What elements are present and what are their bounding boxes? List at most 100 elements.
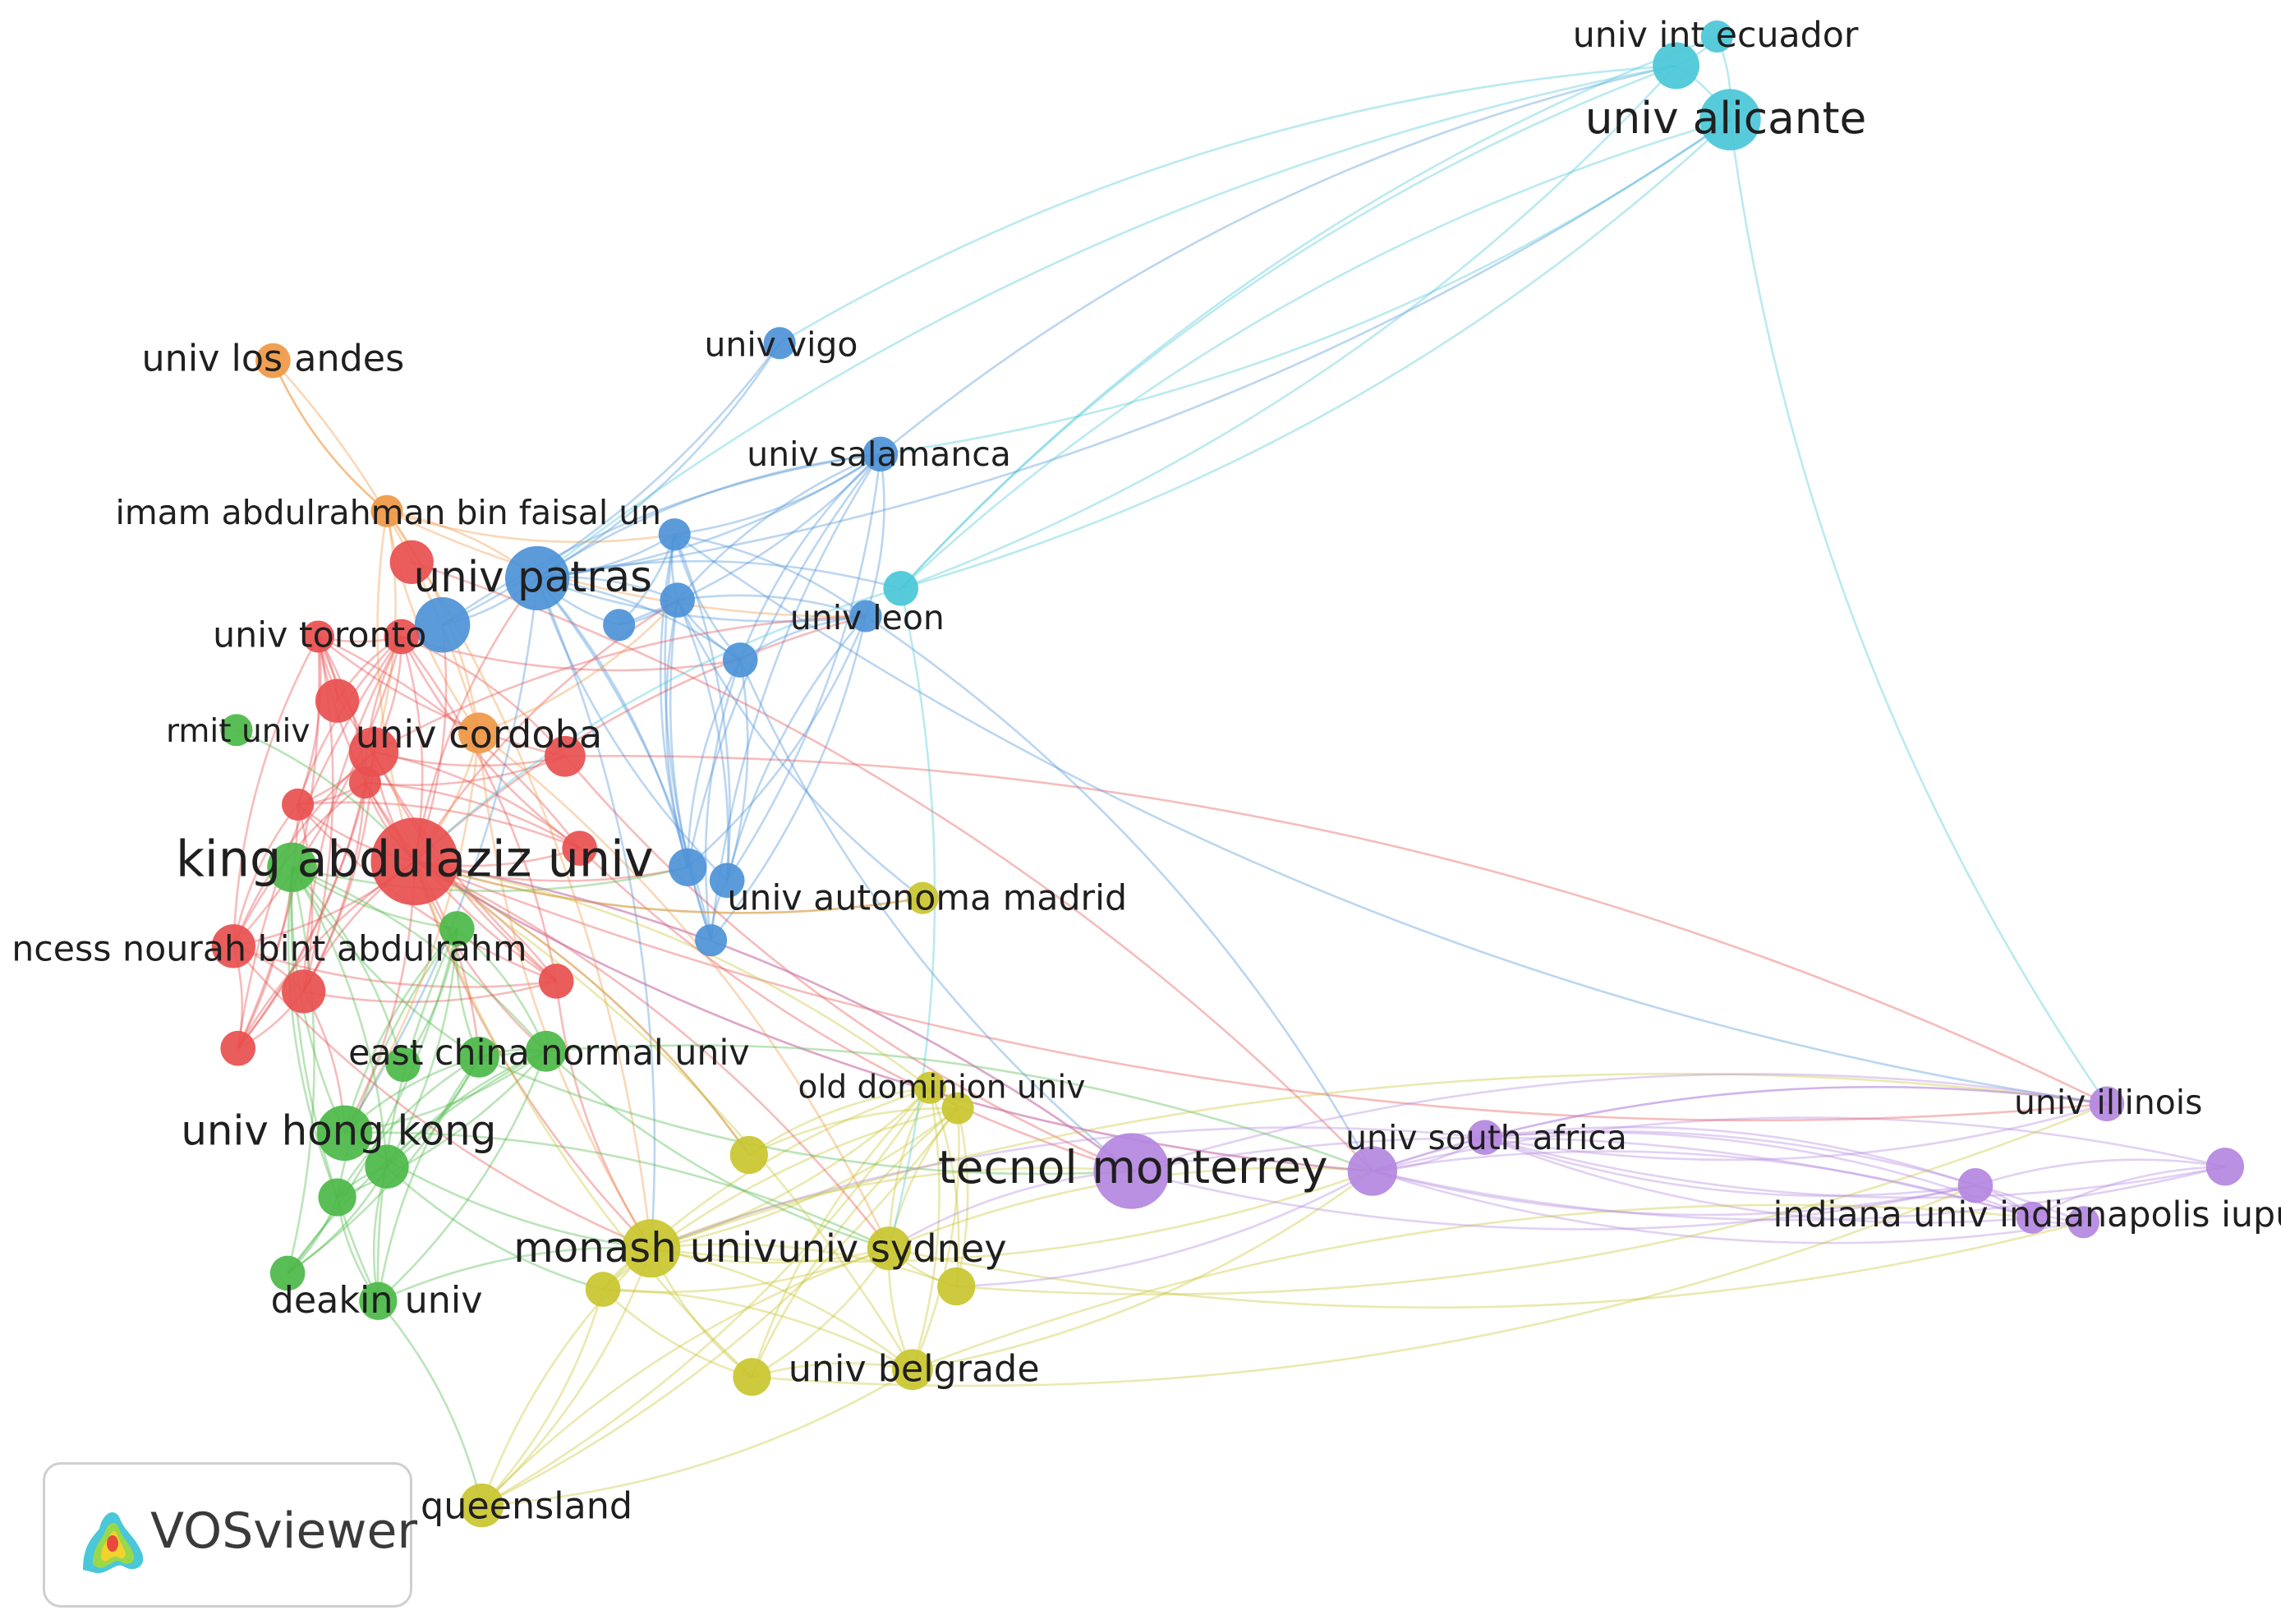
- network-link: [888, 588, 936, 1249]
- network-node[interactable]: [458, 712, 499, 754]
- network-node[interactable]: [255, 343, 291, 379]
- network-node[interactable]: [505, 545, 570, 610]
- network-node[interactable]: [385, 1047, 421, 1083]
- network-node[interactable]: [316, 1105, 373, 1162]
- network-node[interactable]: [913, 1071, 946, 1104]
- node-label-univ-sydney: univ sydney: [777, 1226, 1006, 1271]
- network-link: [414, 860, 931, 1089]
- network-link: [651, 1107, 959, 1250]
- network-link: [578, 847, 1132, 1172]
- vosviewer-logo-text: VOSviewer: [150, 1502, 418, 1560]
- network-link: [272, 360, 388, 513]
- network-link: [619, 453, 881, 626]
- network-node[interactable]: [318, 1178, 356, 1217]
- network-node[interactable]: [282, 969, 326, 1014]
- network-node[interactable]: [1653, 42, 1700, 90]
- network-node[interactable]: [862, 436, 899, 472]
- network-node[interactable]: [525, 1030, 567, 1072]
- network-link: [286, 867, 315, 1274]
- network-link: [674, 534, 731, 881]
- network-node[interactable]: [585, 1272, 621, 1307]
- network-node[interactable]: [1699, 89, 1761, 151]
- network-link: [232, 945, 652, 1249]
- network-link: [956, 1102, 2108, 1295]
- network-link: [442, 342, 781, 626]
- node-label-univ-cordoba: univ cordoba: [356, 712, 602, 757]
- network-link: [237, 782, 366, 1050]
- network-node[interactable]: [562, 830, 597, 867]
- network-node[interactable]: [267, 842, 317, 893]
- network-link: [414, 860, 890, 1249]
- network-node[interactable]: [867, 1226, 912, 1271]
- network-node[interactable]: [220, 1030, 256, 1066]
- network-node[interactable]: [348, 727, 399, 777]
- network-node[interactable]: [459, 1483, 504, 1528]
- network-node[interactable]: [282, 788, 315, 821]
- network-node[interactable]: [729, 1135, 768, 1175]
- network-node[interactable]: [348, 766, 381, 799]
- network-link: [602, 1288, 752, 1378]
- network-node[interactable]: [545, 735, 586, 777]
- network-node[interactable]: [389, 540, 434, 585]
- network-link: [739, 659, 1133, 1172]
- network-node[interactable]: [763, 327, 796, 360]
- network-node[interactable]: [603, 609, 636, 642]
- network-link: [676, 453, 881, 601]
- network-node[interactable]: [849, 600, 882, 633]
- network-node[interactable]: [658, 518, 691, 551]
- network-node[interactable]: [211, 924, 256, 968]
- network-node[interactable]: [660, 582, 696, 618]
- network-node[interactable]: [2089, 1086, 2125, 1122]
- network-node[interactable]: [1347, 1146, 1398, 1196]
- network-link: [651, 1247, 890, 1264]
- network-node[interactable]: [733, 1358, 771, 1396]
- network-node[interactable]: [669, 848, 707, 886]
- network-link: [674, 533, 867, 618]
- network-node[interactable]: [315, 679, 360, 723]
- network-node[interactable]: [365, 1144, 409, 1189]
- network-link: [385, 928, 458, 1167]
- network-link: [674, 453, 881, 536]
- node-label-indiana-univ: indiana univ indianapolis iupu: [1773, 1194, 2281, 1235]
- network-link: [954, 1107, 969, 1287]
- network-node[interactable]: [2016, 1201, 2049, 1234]
- network-link: [880, 64, 1676, 455]
- network-node[interactable]: [937, 1267, 976, 1306]
- network-node[interactable]: [269, 1255, 306, 1291]
- network-link: [536, 453, 881, 580]
- network-node[interactable]: [538, 964, 574, 999]
- network-node[interactable]: [414, 596, 471, 653]
- node-label-univ-autonoma-madrid: univ autonoma madrid: [727, 877, 1127, 918]
- network-link: [687, 615, 867, 868]
- network-link: [373, 614, 867, 753]
- network-node[interactable]: [1957, 1168, 1994, 1203]
- network-node[interactable]: [883, 571, 919, 606]
- network-node[interactable]: [906, 881, 939, 914]
- network-link: [413, 614, 867, 863]
- network-node[interactable]: [1700, 20, 1733, 53]
- network-link: [956, 1170, 1373, 1288]
- network-node[interactable]: [709, 863, 745, 899]
- network-link: [481, 1247, 652, 1507]
- network-node[interactable]: [458, 1037, 499, 1078]
- network-node[interactable]: [301, 620, 335, 653]
- network-node[interactable]: [941, 1092, 974, 1125]
- network-node[interactable]: [370, 817, 459, 906]
- network-node[interactable]: [722, 642, 758, 678]
- network-node[interactable]: [1093, 1133, 1170, 1209]
- network-node[interactable]: [1467, 1120, 1503, 1156]
- node-label-king-abdulaziz: king abdulaziz univ: [176, 831, 654, 889]
- network-node[interactable]: [2067, 1206, 2100, 1239]
- network-node[interactable]: [695, 924, 728, 957]
- network-node[interactable]: [892, 1349, 933, 1391]
- network-node[interactable]: [359, 1281, 398, 1320]
- network-node[interactable]: [2205, 1148, 2245, 1186]
- network-node[interactable]: [622, 1219, 681, 1278]
- network-node[interactable]: [439, 911, 475, 946]
- network-node[interactable]: [370, 495, 403, 527]
- node-label-imam-abdulrahman: imam abdulrahman bin faisal un: [116, 493, 662, 532]
- network-node[interactable]: [220, 714, 253, 747]
- network-link: [481, 1369, 913, 1507]
- network-link: [1484, 1102, 2108, 1162]
- network-node[interactable]: [384, 619, 420, 655]
